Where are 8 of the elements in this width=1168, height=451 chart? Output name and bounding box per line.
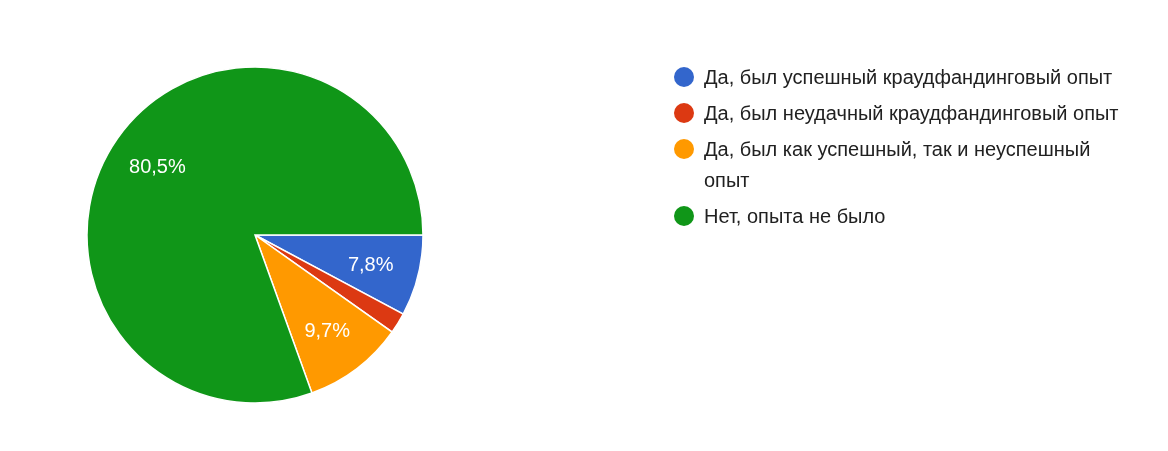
data-label: 80,5%	[129, 155, 186, 178]
legend-label: Да, был как успешный, так и неуспешный опыт	[704, 138, 1091, 191]
legend-label: Да, был успешный краудфандинговый опыт	[704, 66, 1113, 88]
legend-label: Да, был неудачный краудфандинговый опыт	[704, 102, 1119, 124]
legend-label: Нет, опыта не было	[704, 205, 886, 227]
data-label: 7,8%	[347, 252, 394, 275]
pie-slice	[86, 66, 424, 404]
data-label: 9,7%	[304, 318, 351, 341]
